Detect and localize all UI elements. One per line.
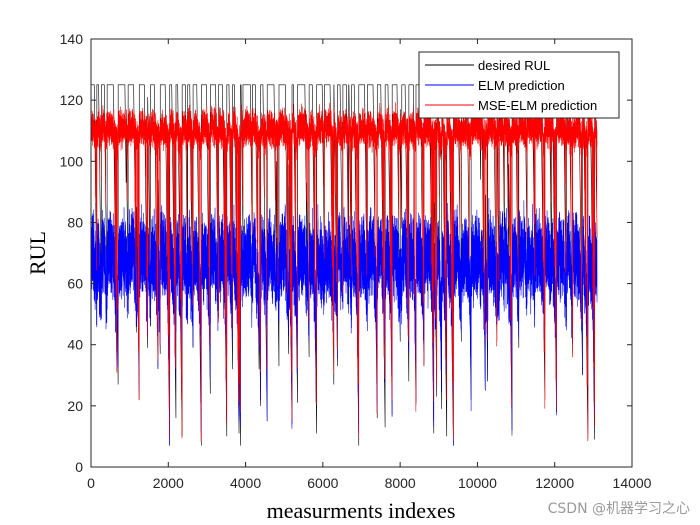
y-tick-label: 20	[67, 398, 83, 414]
legend-label-mse-elm: MSE-ELM prediction	[478, 98, 597, 113]
axes-box	[90, 38, 633, 468]
x-tick-label: 2000	[153, 475, 184, 491]
y-axis-title: RUL	[25, 231, 50, 275]
x-tick-label: 4000	[230, 475, 261, 491]
series-line-mse-elm-prediction	[90, 102, 598, 442]
x-tick-label: 8000	[385, 475, 416, 491]
y-tick-label: 100	[60, 153, 84, 169]
legend: desired RUL ELM prediction MSE-ELM predi…	[418, 51, 620, 119]
x-axis-title: measurments indexes	[267, 498, 456, 523]
y-tick-label: 80	[67, 214, 83, 230]
y-tick-label: 140	[60, 31, 84, 47]
legend-label-elm: ELM prediction	[478, 78, 565, 93]
x-tick-label: 0	[87, 475, 95, 491]
y-tick-label: 60	[67, 276, 83, 292]
x-tick-label: 12000	[535, 475, 574, 491]
y-tick-label: 40	[67, 337, 83, 353]
x-tick-label: 6000	[307, 475, 338, 491]
x-tick-label: 10000	[458, 475, 497, 491]
x-tick-label: 14000	[613, 475, 652, 491]
ticks-layer: 0 2000 4000 6000 8000 10000 12000 14000 0 20 40 60 8…	[60, 31, 652, 491]
y-tick-label: 0	[75, 459, 83, 475]
y-tick-label: 120	[60, 92, 84, 108]
watermark: CSDN @机器学习之心	[548, 501, 690, 517]
legend-label-desired-rul: desired RUL	[478, 58, 550, 73]
